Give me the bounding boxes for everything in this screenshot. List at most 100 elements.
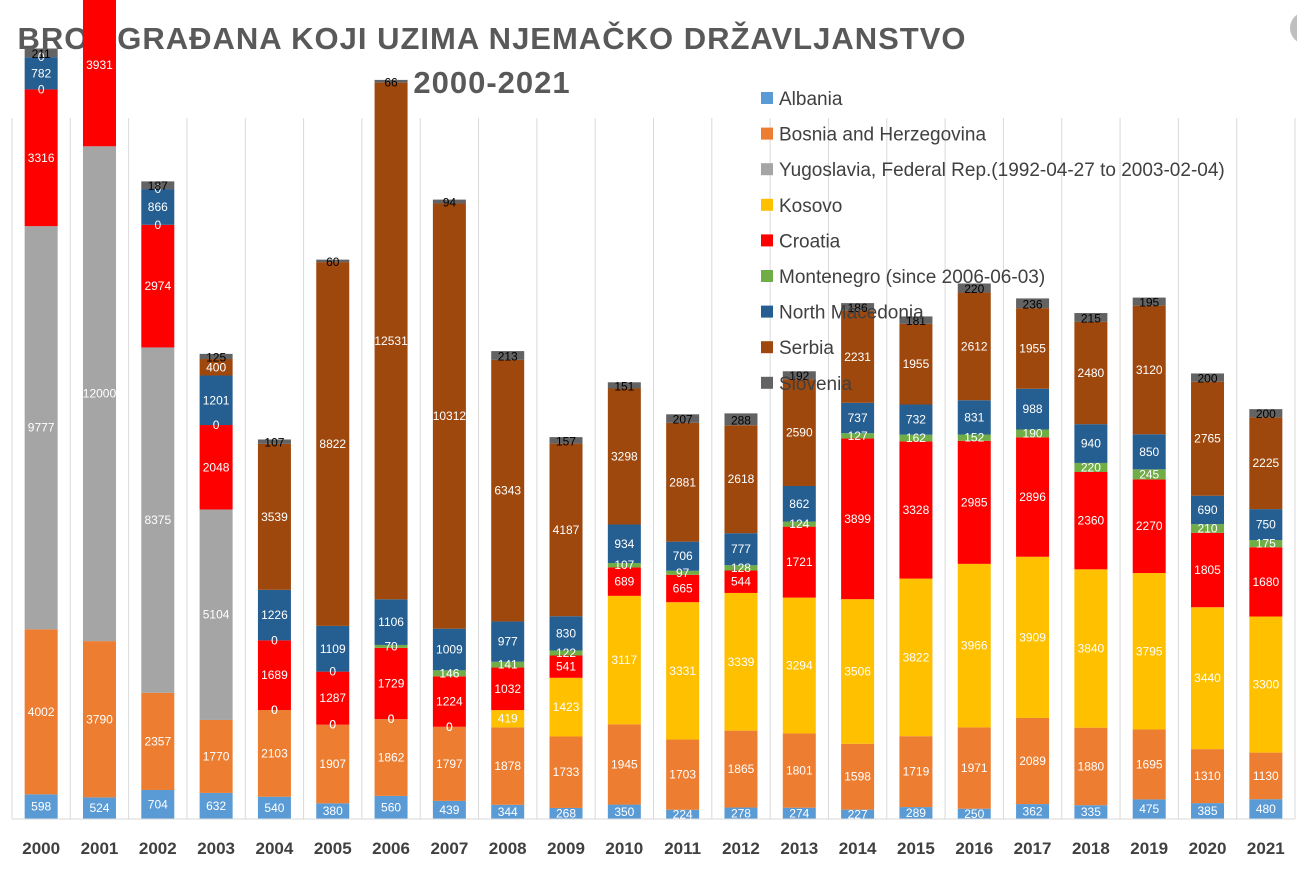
bar-segment [24, 48, 58, 58]
data-label: 544 [731, 575, 751, 589]
x-tick-label: 2011 [664, 839, 701, 858]
data-label: 94 [443, 196, 457, 210]
bar-segment [607, 388, 641, 525]
bar-segment [607, 563, 641, 568]
data-label: 0 [329, 718, 336, 732]
bar-segment [82, 146, 116, 642]
legend-swatch [761, 376, 773, 389]
gridlines [11, 118, 1296, 819]
data-label: 186 [848, 301, 868, 315]
bar-segment [724, 570, 758, 593]
bar-segment [432, 726, 466, 801]
data-label: 385 [1198, 804, 1218, 818]
data-label: 475 [1139, 802, 1159, 816]
data-label: 0 [388, 712, 395, 726]
bar-segment [957, 727, 991, 809]
bar-segment [199, 792, 233, 819]
bar-segment [432, 670, 466, 677]
legend-label: Croatia [779, 231, 841, 252]
bar-segment [141, 189, 175, 225]
data-label: 439 [439, 803, 459, 817]
data-label: 125 [206, 350, 226, 364]
data-label: 1423 [553, 700, 580, 714]
bar-segment [1191, 373, 1225, 382]
data-label: 250 [964, 807, 984, 821]
bar-segment [957, 283, 991, 293]
data-label: 8375 [144, 513, 171, 527]
data-label: 175 [1256, 537, 1276, 551]
bar-segment [1249, 799, 1283, 819]
legend-label: Albania [779, 89, 843, 110]
data-label: 362 [1023, 805, 1043, 819]
bar-segment [374, 719, 408, 796]
bar-segment [141, 181, 175, 190]
data-label: 0 [38, 82, 45, 96]
data-label: 1729 [378, 676, 405, 690]
data-label: 210 [1198, 521, 1218, 535]
data-label: 60 [326, 255, 340, 269]
legend-label: Montenegro (since 2006-06-03) [779, 267, 1045, 288]
data-label: 632 [206, 799, 226, 813]
data-label: 1945 [611, 757, 638, 771]
bar-segment [782, 379, 816, 486]
data-label: 850 [1139, 445, 1159, 459]
data-label: 540 [264, 801, 284, 815]
data-label: 0 [154, 218, 161, 232]
data-label: 1801 [786, 764, 813, 778]
data-label: 782 [31, 66, 51, 80]
data-label: 1201 [203, 393, 230, 407]
bar-segment [24, 794, 58, 819]
data-label: 344 [498, 805, 518, 819]
bar-segment [724, 807, 758, 819]
bar-segment [374, 599, 408, 645]
data-label: 211 [32, 47, 51, 61]
data-label: 0 [329, 665, 336, 679]
data-label: 236 [1023, 297, 1043, 311]
bar-segment [1132, 799, 1166, 819]
data-label: 0 [329, 718, 336, 732]
data-label: 0 [446, 720, 453, 734]
bar-segment [549, 616, 583, 651]
data-label: 689 [614, 575, 634, 589]
data-label: 0 [271, 633, 278, 647]
data-label: 224 [673, 807, 693, 821]
data-label: 706 [673, 549, 693, 563]
bar-segment [782, 521, 816, 527]
bar-segment [1016, 388, 1050, 430]
bar-segment [782, 807, 816, 819]
bar-segment [1132, 469, 1166, 480]
data-label: 400 [206, 360, 226, 374]
bar-segment [1191, 803, 1225, 819]
bar-segment [491, 359, 525, 622]
bar-segment [199, 359, 233, 376]
bar-segment [199, 719, 233, 793]
x-tick-label: 2006 [372, 839, 410, 858]
data-label: 1955 [1019, 341, 1046, 355]
bar-segment [199, 375, 233, 426]
data-label: 181 [906, 314, 926, 328]
legend-label: Serbia [779, 338, 834, 359]
bar-segment [782, 733, 816, 808]
data-label: 1865 [728, 762, 755, 776]
bar-segment [1132, 305, 1166, 435]
bar-segment [1249, 547, 1283, 617]
data-label: 200 [1256, 407, 1276, 421]
data-label: 3294 [786, 659, 813, 673]
data-label: 541 [556, 660, 576, 674]
data-label: 141 [498, 658, 518, 672]
bar-segment [782, 371, 816, 380]
data-label: 862 [789, 497, 809, 511]
bar-segment [782, 526, 816, 598]
bar-segment [316, 625, 350, 672]
x-tick-label: 2020 [1189, 839, 1227, 858]
bar-segment [1249, 540, 1283, 548]
bar-segment [841, 438, 875, 600]
data-label: 187 [148, 179, 168, 193]
bar-segment [841, 809, 875, 819]
data-label: 8822 [319, 437, 346, 451]
bar-segment [257, 439, 291, 444]
data-label: 0 [38, 50, 45, 64]
bar-segment [666, 414, 700, 423]
data-label: 704 [148, 797, 168, 811]
